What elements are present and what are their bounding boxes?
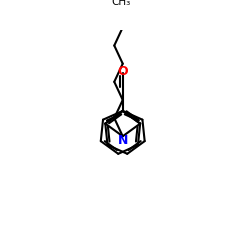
Text: CH₃: CH₃ xyxy=(111,0,130,7)
Text: O: O xyxy=(118,65,128,78)
Text: N: N xyxy=(118,134,128,147)
